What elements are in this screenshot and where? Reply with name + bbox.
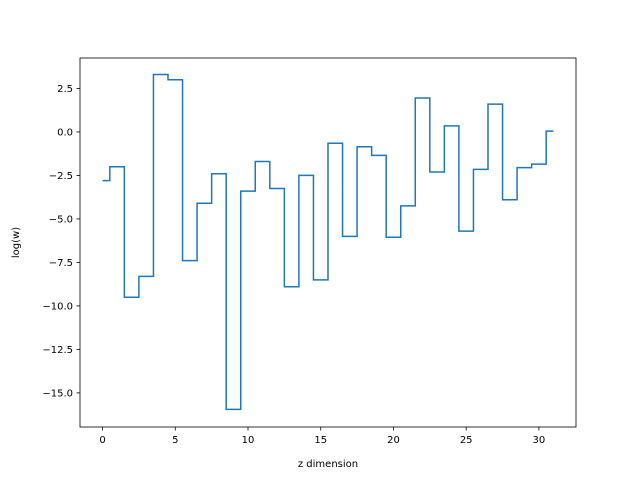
- x-tick-label: 25: [460, 435, 473, 446]
- x-tick-label: 10: [242, 435, 255, 446]
- series-step-line: [102, 73, 554, 411]
- y-tick-label: −15.0: [42, 388, 73, 399]
- series-layer: [102, 73, 554, 411]
- x-tick-label: 0: [99, 435, 105, 446]
- x-tick-label: 30: [533, 435, 546, 446]
- y-tick-label: 2.5: [57, 84, 73, 95]
- plot-area: [79, 57, 577, 428]
- x-tick-label: 5: [172, 435, 178, 446]
- y-axis-ticks: 2.5 0.0 −2.5 −5.0 −7.5 −10.0 −12.5 −15.0: [42, 84, 80, 399]
- y-tick-label: −7.5: [49, 258, 73, 269]
- axes-frame: [79, 57, 577, 428]
- x-axis-ticks: 0 5 10 15 20 25 30: [99, 427, 545, 446]
- x-tick-label: 15: [314, 435, 327, 446]
- y-tick-label: −2.5: [49, 171, 73, 182]
- y-tick-label: 0.0: [57, 127, 73, 138]
- y-tick-label: −10.0: [42, 301, 73, 312]
- y-tick-label: −5.0: [49, 214, 73, 225]
- x-axis-label: z dimension: [298, 459, 358, 470]
- y-axis-label: log(w): [11, 227, 22, 258]
- y-tick-label: −12.5: [42, 345, 73, 356]
- x-tick-label: 20: [387, 435, 400, 446]
